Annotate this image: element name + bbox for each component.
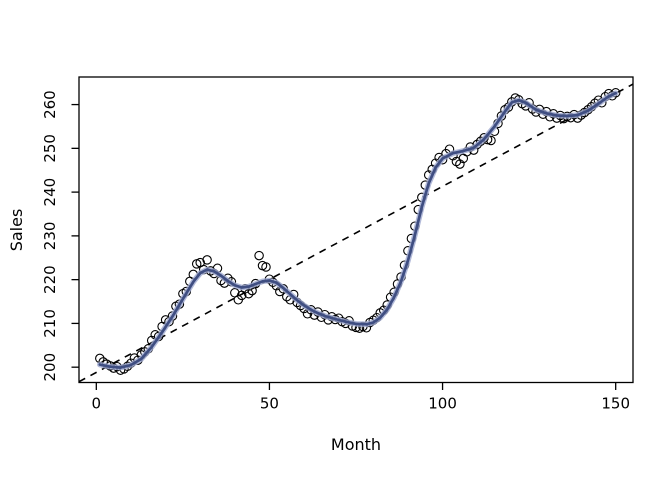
data-point xyxy=(455,159,465,169)
x-axis-title: Month xyxy=(331,435,381,454)
data-point xyxy=(202,255,212,265)
y-tick-label: 220 xyxy=(41,265,59,294)
y-tick-label: 200 xyxy=(41,353,59,382)
x-tick-label: 50 xyxy=(260,395,279,413)
trend-line-layer xyxy=(78,83,634,383)
x-axis: 0 50 100 150 xyxy=(92,383,630,413)
y-axis: 200 210 220 230 240 250 260 xyxy=(41,90,79,382)
data-point xyxy=(95,353,105,364)
y-tick-label: 210 xyxy=(41,309,59,338)
data-point xyxy=(261,262,271,272)
data-point xyxy=(254,250,264,261)
plot-box xyxy=(78,76,634,384)
x-tick-label: 0 xyxy=(92,395,102,413)
y-tick-label: 230 xyxy=(41,222,59,251)
x-tick-label: 100 xyxy=(428,395,457,413)
x-tick-label: 150 xyxy=(601,395,630,413)
smooth-curve xyxy=(98,91,618,369)
y-tick-label: 250 xyxy=(41,134,59,163)
y-axis-title: Sales xyxy=(7,209,26,252)
data-point xyxy=(486,135,496,146)
y-tick-label: 240 xyxy=(41,178,59,207)
trend-dashed-line xyxy=(78,83,634,383)
y-tick-label: 260 xyxy=(41,90,59,119)
smooth-curve-layer xyxy=(97,90,619,371)
